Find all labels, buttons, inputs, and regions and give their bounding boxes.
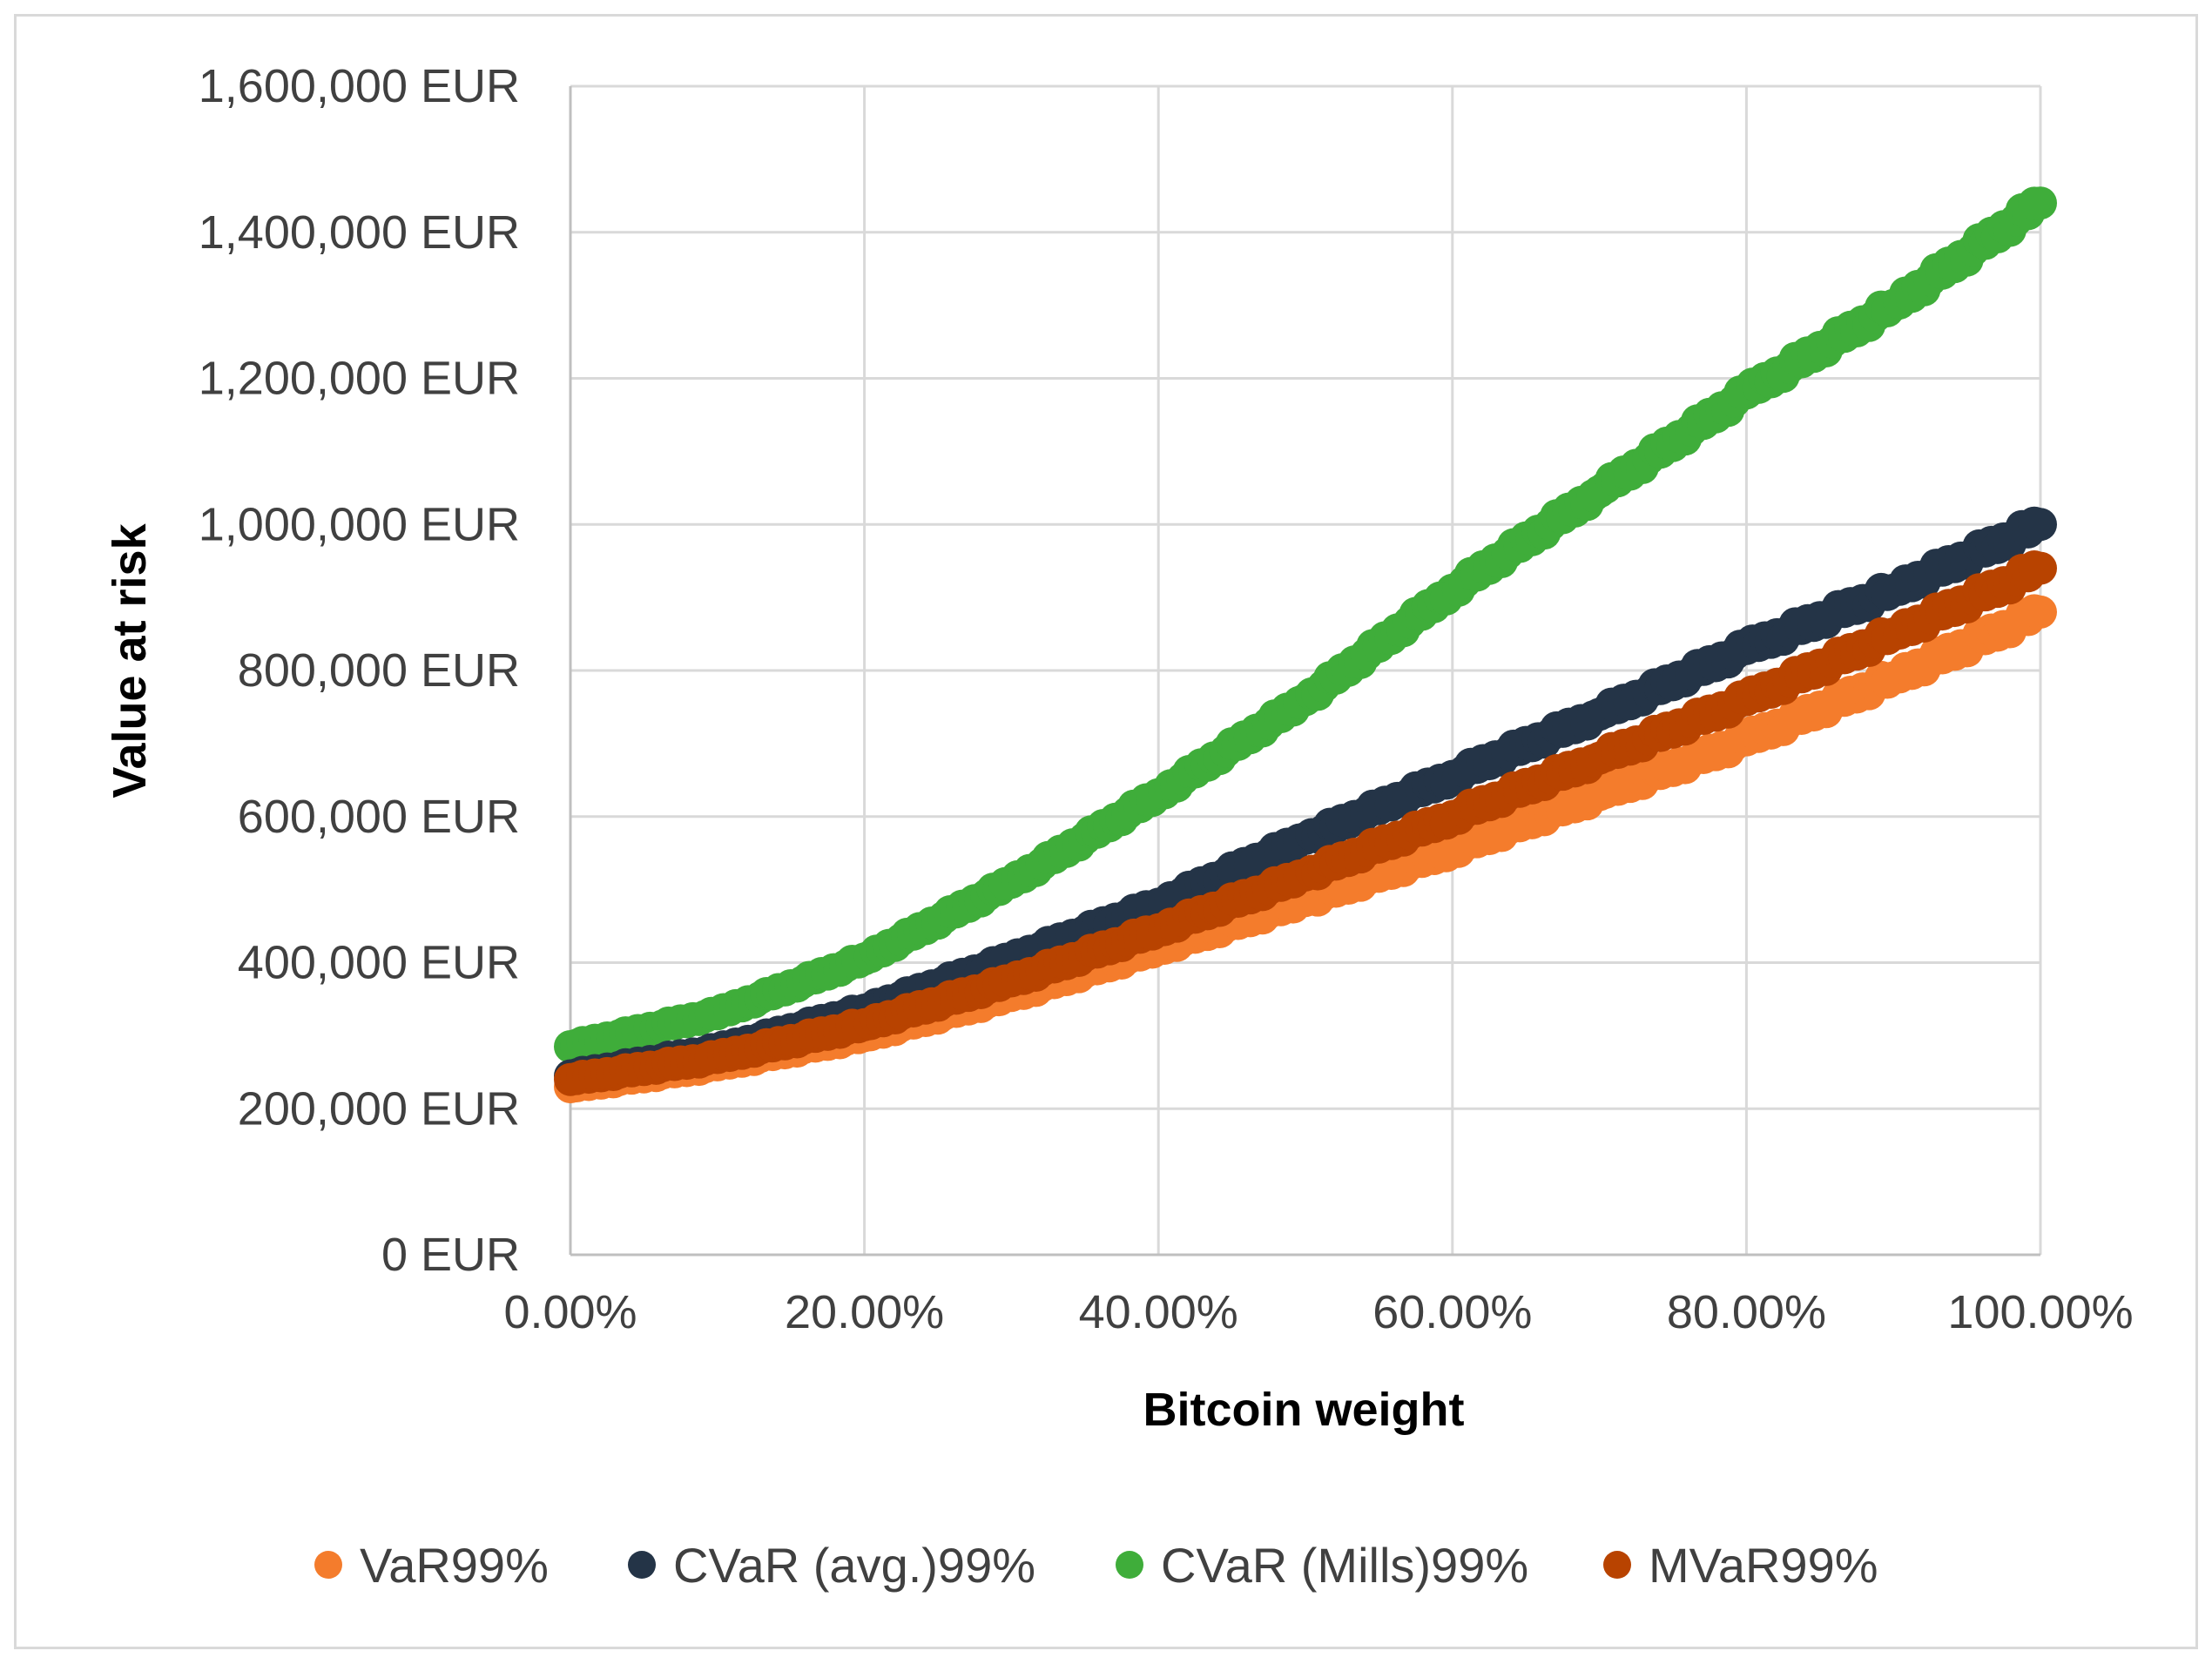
- legend-label: CVaR (Mills)99%: [1161, 1538, 1528, 1593]
- x-tick-label: 40.00%: [1079, 1286, 1238, 1338]
- series-MVaR99%: [554, 550, 2057, 1096]
- series-VaR99%: [554, 594, 2057, 1104]
- y-tick-label: 200,000 EUR: [238, 1082, 520, 1135]
- series-band: [560, 186, 2051, 1062]
- legend-marker: [1116, 1551, 1143, 1579]
- y-tick-label: 1,400,000 EUR: [199, 206, 520, 259]
- legend-label: VaR99%: [360, 1538, 549, 1593]
- chart-frame: 0 EUR 200,000 EUR 400,000 EUR 600,000 EUR 80…: [14, 14, 2198, 1649]
- y-tick-label: 800,000 EUR: [238, 644, 520, 697]
- legend: VaR99% CVaR (avg.)99% CVaR (Mills)99% MVaR9…: [314, 1538, 1878, 1593]
- y-tick-label: 1,200,000 EUR: [199, 353, 520, 405]
- data-marker: [2017, 506, 2051, 540]
- series-band: [560, 550, 2051, 1095]
- data-marker: [2017, 594, 2051, 628]
- legend-marker: [628, 1551, 656, 1579]
- legend-item: MVaR99%: [1603, 1538, 1878, 1593]
- legend-marker: [314, 1551, 342, 1579]
- x-tick-label: 80.00%: [1667, 1286, 1826, 1338]
- x-tick-label: 60.00%: [1372, 1286, 1532, 1338]
- legend-label: CVaR (avg.)99%: [673, 1538, 1035, 1593]
- x-tick-label: 100.00%: [1947, 1286, 2133, 1338]
- label-layer: 0 EUR 200,000 EUR 400,000 EUR 600,000 EUR 80…: [199, 60, 2134, 1338]
- y-tick-label: 1,000,000 EUR: [199, 498, 520, 550]
- y-tick-label: 0 EUR: [381, 1229, 520, 1281]
- y-tick-label: 400,000 EUR: [238, 937, 520, 989]
- legend-label: MVaR99%: [1649, 1538, 1878, 1593]
- chart-svg: 0 EUR 200,000 EUR 400,000 EUR 600,000 EUR 80…: [104, 60, 2134, 1593]
- data-marker: [2017, 186, 2051, 220]
- y-tick-label: 600,000 EUR: [238, 791, 520, 843]
- legend-item: CVaR (avg.)99%: [628, 1538, 1035, 1593]
- data-marker: [2017, 550, 2051, 584]
- x-tick-label: 0.00%: [503, 1286, 637, 1338]
- series-band: [560, 594, 2051, 1103]
- series-layer: [554, 186, 2057, 1104]
- legend-item: VaR99%: [314, 1538, 549, 1593]
- x-tick-label: 20.00%: [785, 1286, 944, 1338]
- legend-marker: [1603, 1551, 1631, 1579]
- legend-item: CVaR (Mills)99%: [1116, 1538, 1528, 1593]
- y-tick-label: 1,600,000 EUR: [199, 60, 520, 112]
- series-CVaR (Mills)99%: [554, 186, 2057, 1063]
- x-axis-title: Bitcoin weight: [1143, 1384, 1465, 1436]
- y-axis-title: Value at risk: [104, 522, 156, 798]
